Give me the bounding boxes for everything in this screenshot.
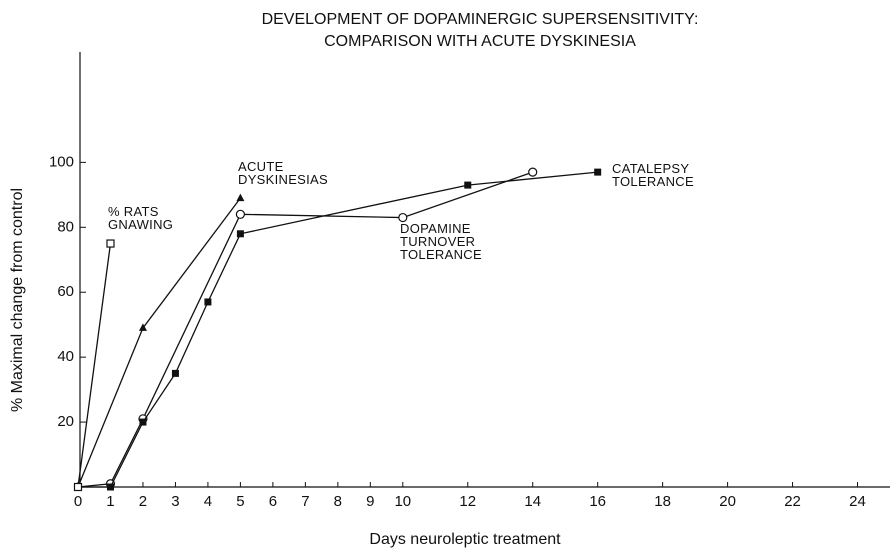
x-tick-label: 10 bbox=[394, 493, 411, 510]
x-tick-label: 5 bbox=[236, 493, 244, 510]
marker bbox=[236, 230, 244, 238]
x-tick-label: 3 bbox=[171, 493, 179, 510]
x-tick-label: 18 bbox=[654, 493, 671, 510]
marker bbox=[204, 298, 212, 306]
marker bbox=[398, 212, 408, 223]
y-axis-label: % Maximal change from control bbox=[9, 188, 26, 412]
x-tick-label: 12 bbox=[459, 493, 476, 510]
x-tick-label: 6 bbox=[269, 493, 277, 510]
marker bbox=[171, 369, 179, 377]
x-tick-label: 14 bbox=[524, 493, 541, 510]
x-tick-label: 0 bbox=[74, 493, 82, 510]
marker bbox=[528, 167, 538, 177]
x-tick-label: 22 bbox=[784, 493, 801, 510]
marker bbox=[106, 239, 115, 248]
x-tick-label: 16 bbox=[589, 493, 606, 510]
marker bbox=[464, 181, 472, 189]
x-axis-label: Days neuroleptic treatment bbox=[369, 531, 561, 548]
x-tick-label: 7 bbox=[301, 493, 309, 510]
marker bbox=[235, 209, 245, 219]
series-label: CATALEPSY TOLERANCE bbox=[612, 161, 694, 189]
series-label: % RATS GNAWING bbox=[108, 204, 174, 232]
chart-title: DEVELOPMENT OF DOPAMINERGIC SUPERSENSITI… bbox=[262, 11, 699, 28]
marker bbox=[594, 168, 602, 176]
x-tick-label: 4 bbox=[204, 493, 212, 510]
x-tick-label: 24 bbox=[849, 493, 866, 510]
series-line bbox=[77, 197, 241, 488]
y-tick-label: 60 bbox=[57, 283, 74, 300]
x-tick-label: 2 bbox=[139, 493, 147, 510]
x-tick-label: 1 bbox=[106, 493, 114, 510]
chart-subtitle: COMPARISON WITH ACUTE DYSKINESIA bbox=[324, 33, 636, 50]
x-tick-label: 20 bbox=[719, 493, 736, 510]
series-label: DOPAMINE TURNOVER TOLERANCE bbox=[400, 221, 482, 262]
series-line bbox=[77, 243, 112, 488]
marker bbox=[106, 483, 114, 491]
x-tick-label: 9 bbox=[366, 493, 374, 510]
y-tick-label: 100 bbox=[49, 153, 74, 170]
marker bbox=[139, 418, 147, 426]
y-tick-label: 20 bbox=[57, 413, 74, 430]
origin-marker bbox=[73, 482, 83, 492]
series-label: ACUTE DYSKINESIAS bbox=[238, 159, 328, 187]
marker bbox=[138, 323, 147, 331]
series-line bbox=[78, 171, 598, 488]
y-tick-label: 80 bbox=[57, 218, 74, 235]
series-line bbox=[77, 171, 533, 488]
x-tick-label: 8 bbox=[334, 493, 342, 510]
y-tick-label: 40 bbox=[57, 348, 74, 365]
marker bbox=[236, 193, 245, 202]
